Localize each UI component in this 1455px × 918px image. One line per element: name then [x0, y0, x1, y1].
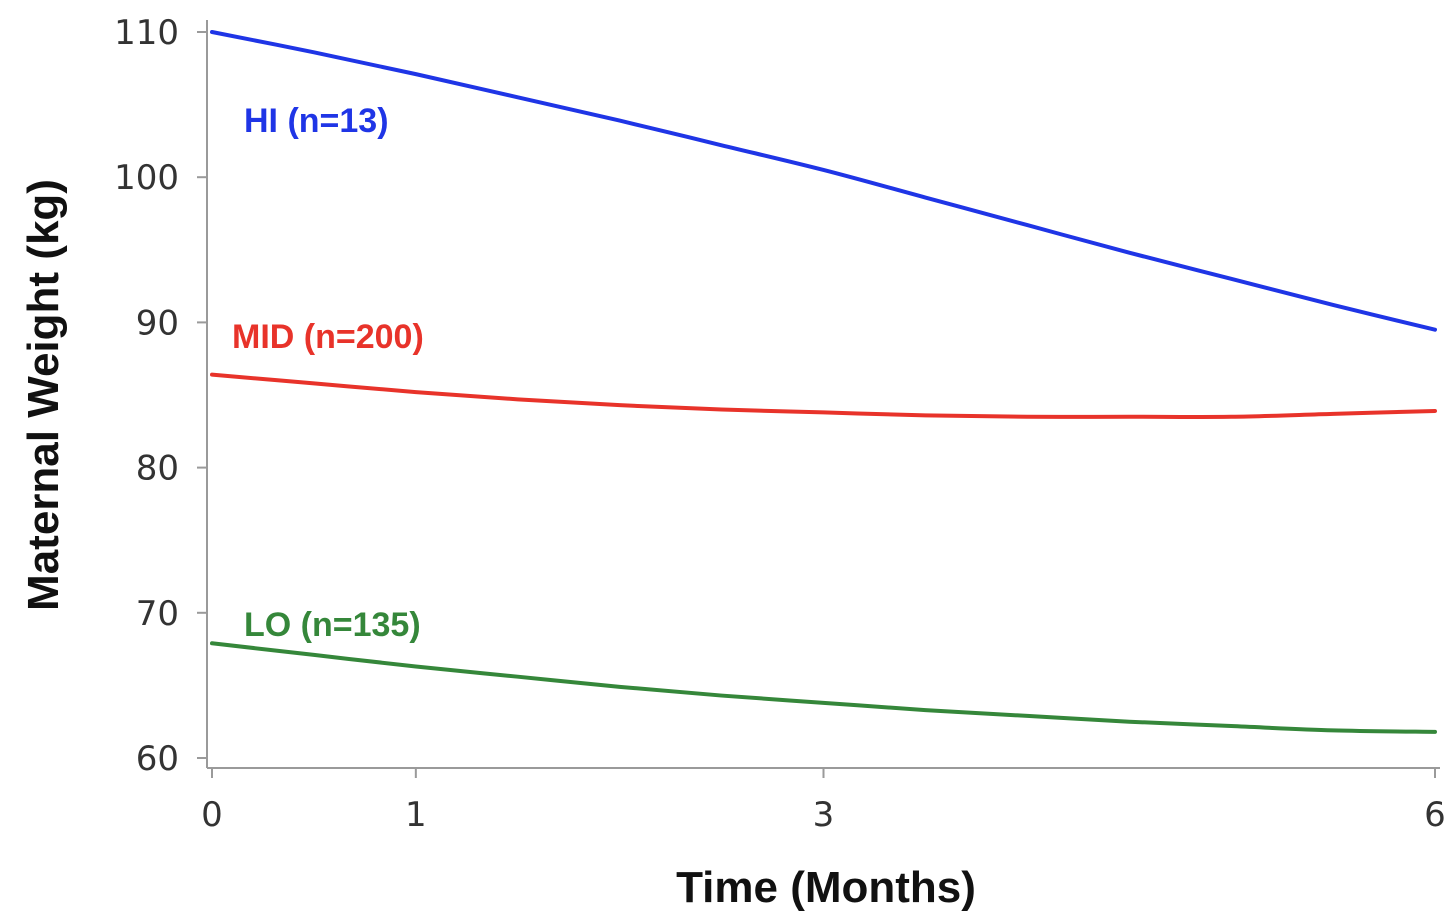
series-label-lo: LO (n=135)	[244, 606, 421, 644]
series-line-mid	[210, 372, 1437, 419]
series-label-hi: HI (n=13)	[244, 102, 389, 140]
y-tick-label: 80	[136, 449, 179, 489]
axes	[206, 20, 1440, 769]
series-layer	[210, 30, 1437, 734]
y-tick-label: 90	[136, 303, 179, 343]
series-line-hi	[210, 30, 1437, 332]
y-tick-label: 100	[114, 158, 179, 198]
x-axis-ticks: 0 1 3 6	[201, 768, 1446, 835]
series-labels: HI (n=13) MID (n=200) LO (n=135)	[232, 102, 424, 644]
y-axis-title: Maternal Weight (kg)	[19, 179, 68, 611]
series-line-lo	[210, 641, 1437, 734]
y-tick-label: 70	[136, 594, 179, 634]
x-tick-label: 6	[1424, 795, 1446, 835]
y-tick-label: 110	[114, 13, 179, 53]
x-tick-label: 1	[405, 795, 427, 835]
y-tick-label: 60	[136, 739, 179, 779]
x-axis-title: Time (Months)	[676, 863, 976, 912]
series-label-mid: MID (n=200)	[232, 318, 424, 356]
x-tick-label: 3	[813, 795, 835, 835]
x-tick-label: 0	[201, 795, 223, 835]
y-axis-ticks: 60 70 80 90 100 110	[114, 13, 207, 779]
